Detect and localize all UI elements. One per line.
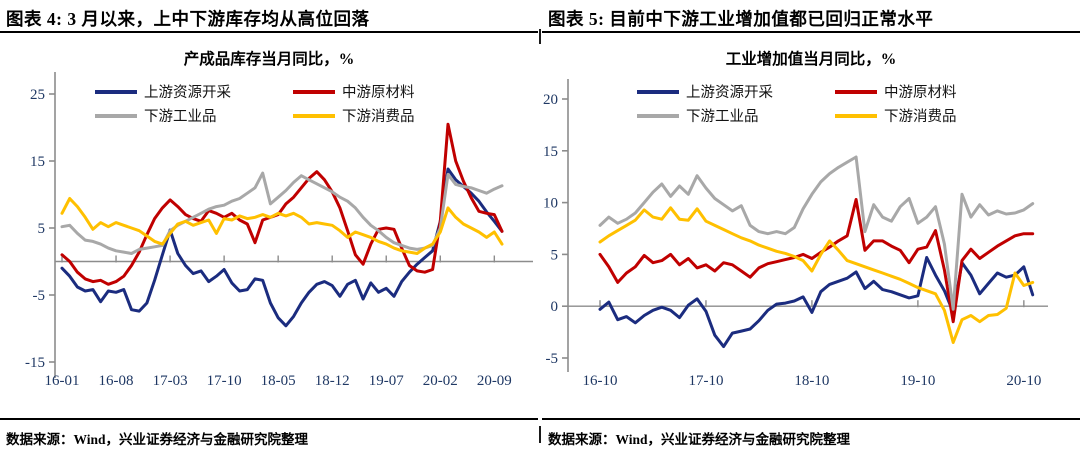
x-tick-label: 19-07: [369, 373, 404, 389]
series-line-downstream-consumer: [598, 206, 1035, 344]
x-tick-label: 20-09: [477, 373, 512, 389]
chart5-header-title: 图表 5: 目前中下游工业增加值都已回归正常水平: [542, 0, 1080, 33]
chart4-source-note: 数据来源：Wind，兴业证券经济与金融研究院整理: [0, 418, 538, 448]
x-tick-label: 16-08: [99, 373, 134, 389]
panel-chart4: 图表 4: 3 月以来，上中下游库存均从高位回落 产成品库存当月同比，% 上游资…: [0, 0, 538, 468]
y-tick-label: -5: [33, 288, 46, 304]
x-tick-label: 19-10: [900, 373, 935, 389]
panel-chart5: 图表 5: 目前中下游工业增加值都已回归正常水平 工业增加值当月同比，% 上游资…: [542, 0, 1080, 468]
center-divider-bottom: [539, 426, 541, 443]
y-tick-label: 10: [543, 196, 558, 212]
y-tick-label: 5: [38, 221, 46, 237]
y-tick-label: 25: [30, 87, 45, 103]
series-line-midstream: [60, 122, 504, 286]
x-tick-label: 16-01: [45, 373, 80, 389]
x-tick-label: 20-02: [423, 373, 458, 389]
y-tick-label: 15: [543, 144, 558, 160]
y-tick-label: -15: [25, 355, 45, 371]
center-divider-top: [539, 29, 541, 44]
y-tick-label: 5: [551, 247, 559, 263]
x-tick-label: 18-10: [794, 373, 829, 389]
chart4-block: 产成品库存当月同比，% 上游资源开采 中游原材料 下游工业品 下游消费品 25 15 5-…: [0, 33, 538, 418]
y-tick-label: 0: [551, 299, 559, 315]
chart4-header-title: 图表 4: 3 月以来，上中下游库存均从高位回落: [0, 0, 538, 33]
chart4-title: 产成品库存当月同比，%: [183, 51, 355, 68]
series-line-midstream: [598, 198, 1035, 324]
x-tick-label: 18-12: [315, 373, 350, 389]
chart5-title: 工业增加值当月同比，%: [725, 51, 897, 68]
x-tick-label: 17-03: [153, 373, 188, 389]
x-tick-label: 17-10: [207, 373, 242, 389]
series-line-upstream: [598, 256, 1035, 349]
series-line-upstream: [60, 167, 504, 328]
series-line-downstream-industrial: [598, 155, 1035, 311]
x-tick-label: 16-10: [583, 373, 618, 389]
y-tick-label: -5: [546, 351, 559, 367]
chart5-plot: 20 15 10 5 0 -5 16-10 17-10 18-10 19-10 20-10: [543, 79, 1048, 389]
chart5-block: 工业增加值当月同比，% 上游资源开采 中游原材料 下游工业品 下游消费品 20 15 10…: [542, 33, 1080, 418]
x-tick-label: 20-10: [1006, 373, 1041, 389]
y-tick-label: 15: [30, 154, 45, 170]
x-tick-label: 17-10: [688, 373, 723, 389]
series-line-downstream-consumer: [60, 197, 504, 255]
chart5-source-note: 数据来源：Wind，兴业证券经济与金融研究院整理: [542, 418, 1080, 448]
y-tick-label: 20: [543, 92, 558, 108]
x-tick-label: 18-05: [261, 373, 296, 389]
